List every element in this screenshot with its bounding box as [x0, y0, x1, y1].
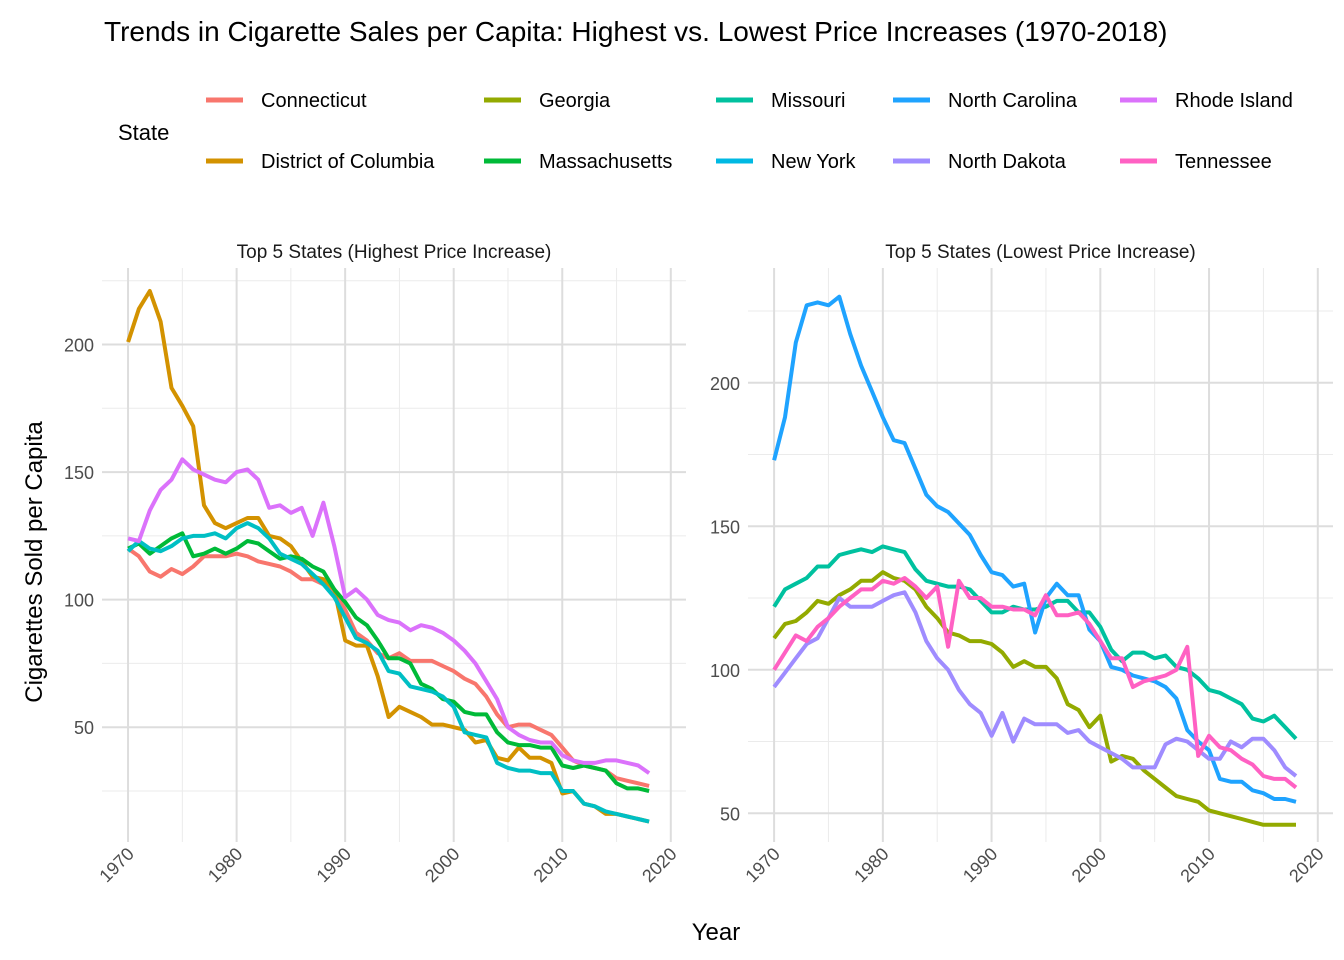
- chart-title: Trends in Cigarette Sales per Capita: Hi…: [104, 16, 1167, 47]
- legend-title: State: [118, 120, 169, 145]
- y-tick-label: 100: [64, 591, 94, 611]
- panel-2-title: Top 5 States (Lowest Price Increase): [885, 242, 1195, 263]
- series-line-missouri: [772, 544, 1298, 741]
- legend-label-rhode-island: Rhode Island: [1175, 90, 1293, 112]
- legend-label-north-dakota: North Dakota: [948, 151, 1067, 173]
- series-line-north-carolina: [772, 294, 1297, 804]
- y-axis-label: Cigarettes Sold per Capita: [21, 421, 48, 703]
- legend-label-tennessee: Tennessee: [1175, 151, 1272, 173]
- y-tick-label: 200: [64, 336, 94, 356]
- legend-label-missouri: Missouri: [771, 90, 845, 112]
- series-line-georgia: [772, 570, 1296, 827]
- y-tick-label: 150: [64, 463, 94, 483]
- series-line-new-york: [126, 521, 650, 824]
- series-line-north-dakota: [772, 590, 1298, 778]
- panels: Top 5 States (Highest Price Increase)197…: [64, 242, 1333, 886]
- y-tick-label: 50: [720, 804, 740, 824]
- series-line-massachusetts: [127, 531, 650, 793]
- y-tick-label: 100: [710, 661, 740, 681]
- series-line-rhode-island: [127, 457, 651, 775]
- legend-label-district-of-columbia: District of Columbia: [261, 151, 435, 173]
- panel-1-title: Top 5 States (Highest Price Increase): [237, 242, 552, 263]
- legend-label-new-york: New York: [771, 151, 856, 173]
- legend-label-connecticut: Connecticut: [261, 90, 367, 112]
- panel-2: Top 5 States (Lowest Price Increase)1970…: [710, 242, 1333, 886]
- legend-label-north-carolina: North Carolina: [948, 90, 1078, 112]
- y-tick-label: 200: [710, 374, 740, 394]
- series-line-tennessee: [772, 576, 1298, 790]
- y-tick-label: 50: [74, 718, 94, 738]
- x-axis-label: Year: [692, 919, 741, 946]
- series-line-district-of-columbia: [126, 289, 650, 824]
- legend: State Connecticut District of Columbia Geo…: [118, 90, 1293, 173]
- legend-label-massachusetts: Massachusetts: [539, 151, 672, 173]
- y-tick-label: 150: [710, 517, 740, 537]
- legend-label-georgia: Georgia: [539, 90, 611, 112]
